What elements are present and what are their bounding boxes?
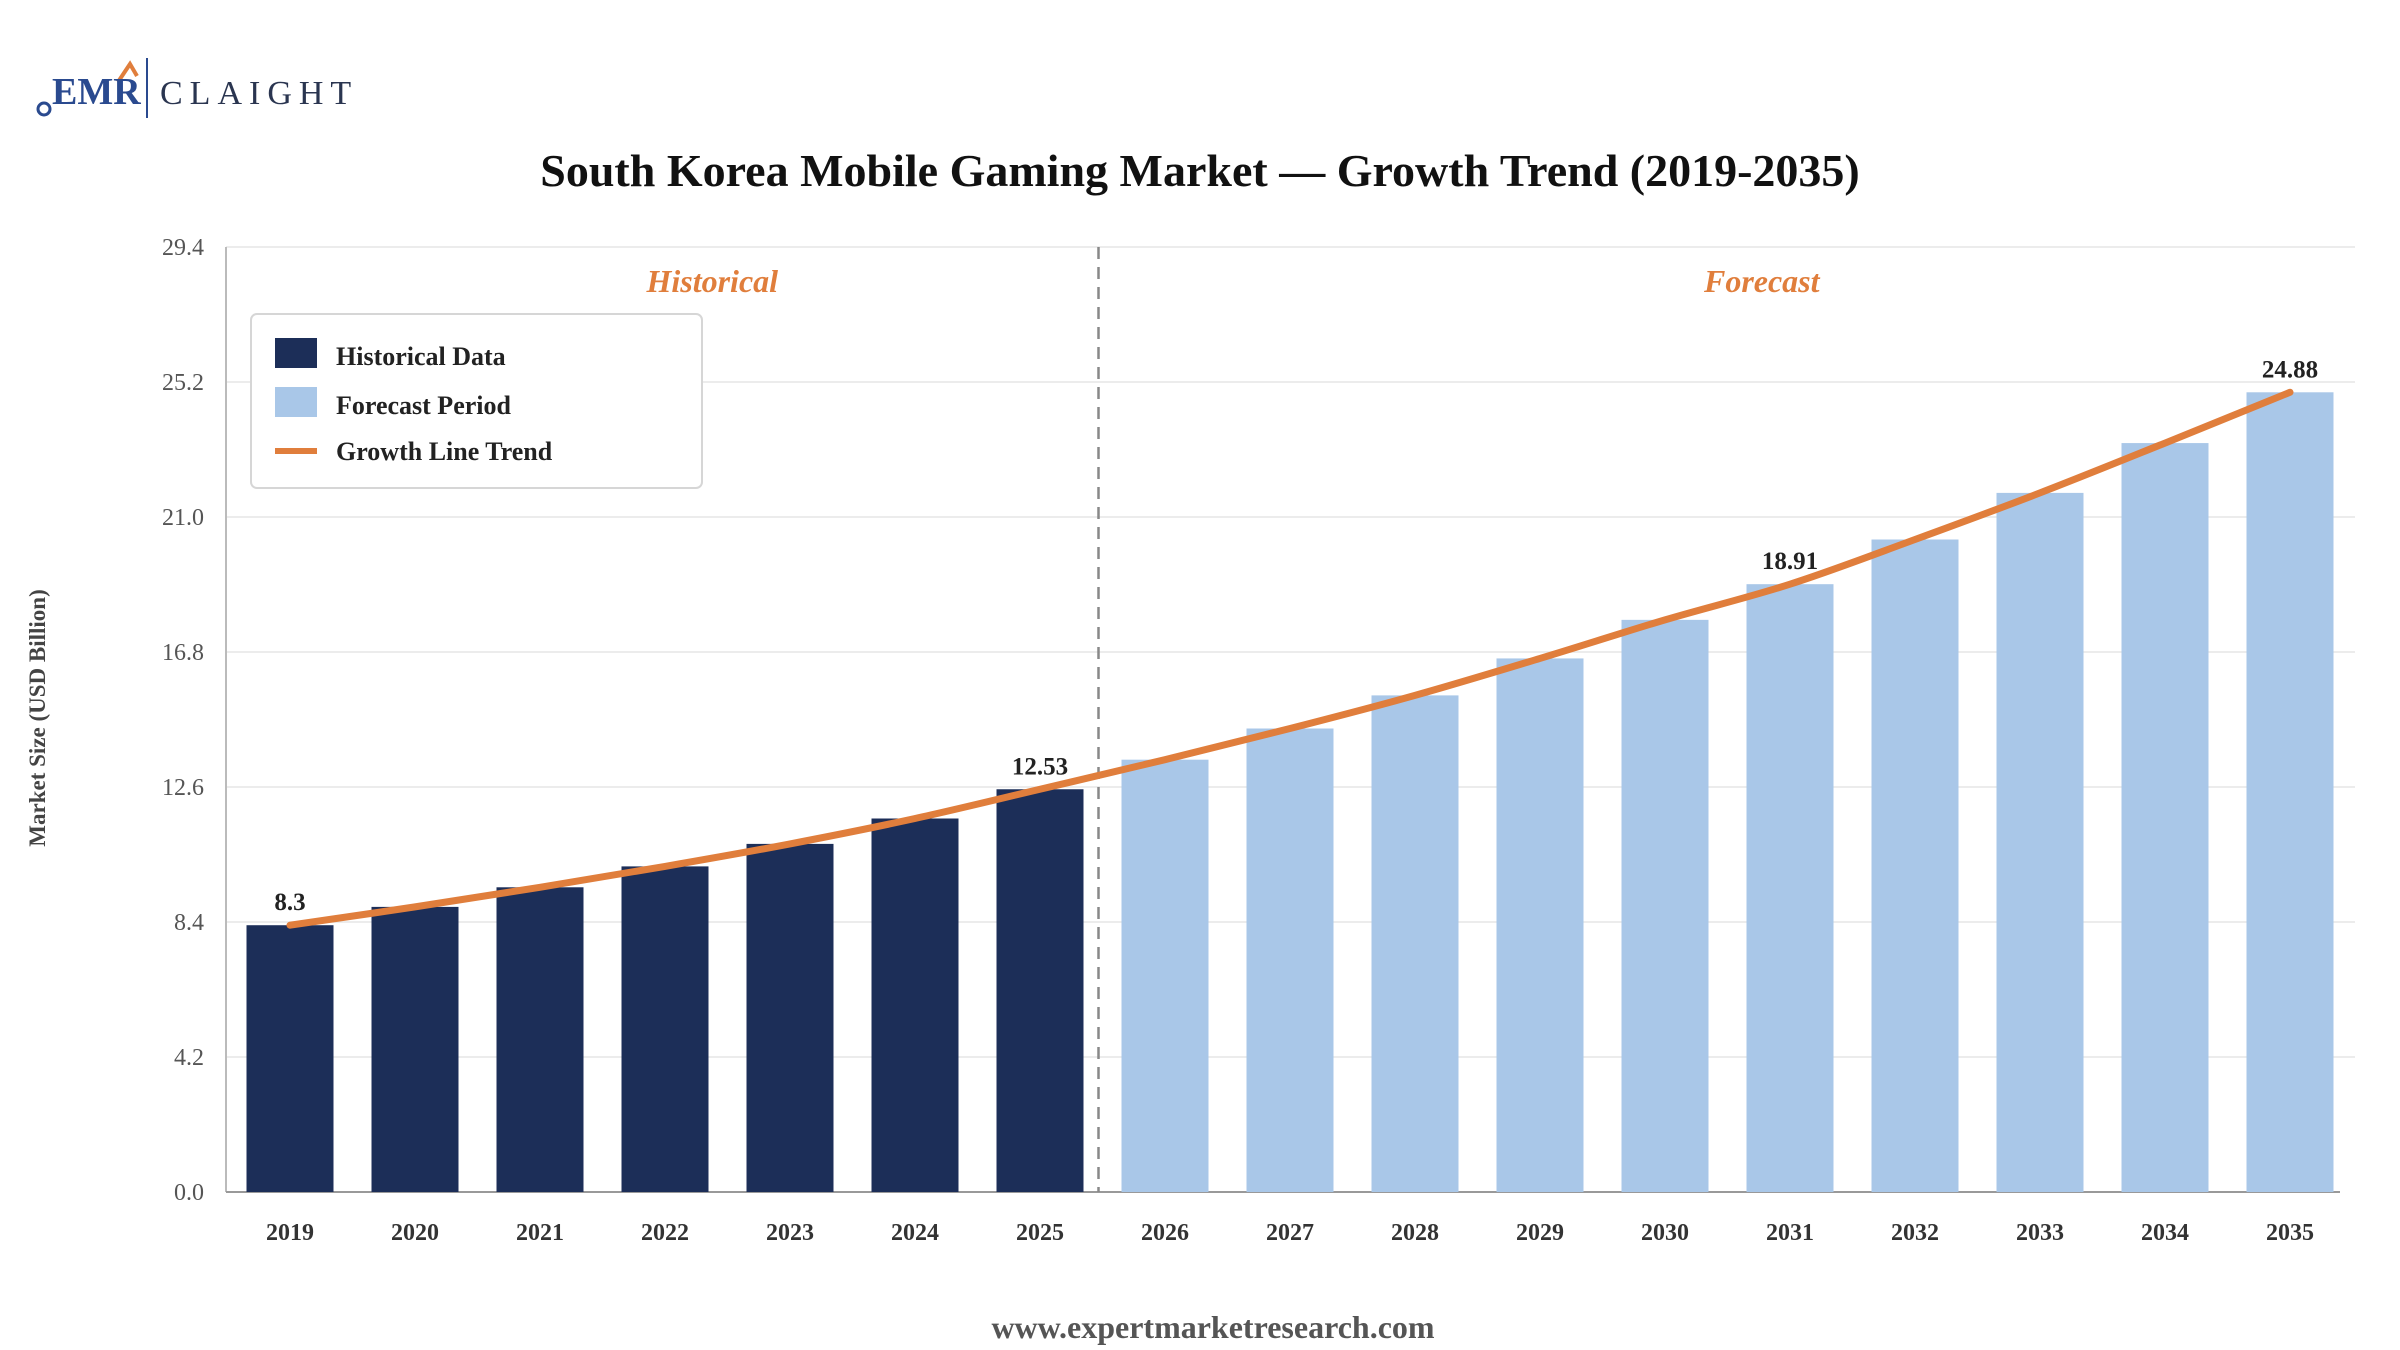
y-tick-label: 29.4: [162, 235, 204, 261]
data-labels: 8.3 12.53 18.91 24.88: [274, 356, 2318, 916]
bar-forecast: [1121, 759, 1209, 1192]
bar-historical: [621, 866, 709, 1192]
brand-logo: EMR CLAIGHT: [36, 58, 358, 118]
y-axis-label: Market Size (USD Billion): [25, 589, 50, 846]
data-label: 18.91: [1762, 548, 1818, 575]
x-tick-label: 2019: [266, 1220, 314, 1246]
x-tick-label: 2031: [1766, 1220, 1814, 1246]
legend-swatch-historical: [275, 338, 317, 368]
bar-historical: [496, 887, 584, 1192]
x-tick-label: 2030: [1641, 1220, 1689, 1246]
bar-forecast: [1746, 584, 1834, 1192]
x-tick-label: 2025: [1016, 1220, 1064, 1246]
x-tick-label: 2032: [1891, 1220, 1939, 1246]
bar-forecast: [2246, 392, 2334, 1192]
x-tick-label: 2022: [641, 1220, 689, 1246]
legend-label-historical: Historical Data: [336, 342, 506, 371]
x-tick-label: 2029: [1516, 1220, 1564, 1246]
data-label: 24.88: [2262, 356, 2318, 383]
chart-title: South Korea Mobile Gaming Market — Growt…: [540, 145, 1860, 196]
bar-forecast: [1871, 539, 1959, 1192]
bar-forecast: [1621, 619, 1709, 1192]
y-tick-label: 4.2: [174, 1045, 204, 1071]
data-label: 8.3: [274, 889, 305, 916]
x-tick-label: 2024: [891, 1220, 939, 1246]
x-tick-label: 2027: [1266, 1220, 1314, 1246]
growth-trend-line: [286, 388, 2294, 929]
x-tick-label: 2028: [1391, 1220, 1439, 1246]
y-tick-label: 12.6: [162, 775, 204, 801]
bar-forecast: [1996, 492, 2084, 1193]
legend-box: [250, 313, 703, 489]
x-tick-label: 2034: [2141, 1220, 2189, 1246]
y-tick-label: 16.8: [162, 640, 204, 666]
logo-dot-icon: [36, 101, 52, 117]
logo-arrow-icon: [116, 60, 139, 84]
section-label-forecast: Forecast: [1703, 263, 1821, 299]
x-tick-label: 2021: [516, 1220, 564, 1246]
bar-historical: [996, 789, 1084, 1192]
x-tick-label: 2023: [766, 1220, 814, 1246]
bar-forecast: [1371, 695, 1459, 1192]
x-tick-label: 2035: [2266, 1220, 2314, 1246]
bar-forecast: [1496, 658, 1584, 1192]
bar-historical: [371, 906, 459, 1192]
section-label-historical: Historical: [645, 263, 778, 299]
y-tick-label: 21.0: [162, 505, 204, 531]
x-tick-label: 2020: [391, 1220, 439, 1246]
y-tick-labels: 0.0 4.2 8.4 12.6 16.8 21.0 25.2 29.4: [162, 235, 204, 1206]
legend: Historical Data Forecast Period Growth L…: [250, 313, 703, 489]
bar-historical: [871, 818, 959, 1192]
y-tick-label: 8.4: [174, 910, 204, 936]
bar-forecast: [1246, 728, 1334, 1192]
x-tick-label: 2026: [1141, 1220, 1189, 1246]
y-tick-label: 0.0: [174, 1180, 204, 1206]
y-tick-label: 25.2: [162, 370, 204, 396]
bars: [246, 392, 2334, 1193]
brand-emr: EMR: [52, 71, 141, 113]
x-tick-labels: 2019 2020 2021 2022 2023 2024 2025 2026 2027 2028…: [266, 1220, 2314, 1246]
data-label: 12.53: [1012, 753, 1068, 780]
bar-historical: [746, 843, 834, 1192]
legend-swatch-forecast: [275, 387, 317, 417]
brand-claight: CLAIGHT: [160, 75, 358, 112]
legend-label-forecast: Forecast Period: [336, 391, 511, 420]
legend-label-trend: Growth Line Trend: [336, 437, 553, 466]
footer-url: www.expertmarketresearch.com: [991, 1309, 1434, 1345]
x-tick-label: 2033: [2016, 1220, 2064, 1246]
bar-forecast: [2121, 443, 2209, 1193]
bar-historical: [246, 925, 334, 1192]
